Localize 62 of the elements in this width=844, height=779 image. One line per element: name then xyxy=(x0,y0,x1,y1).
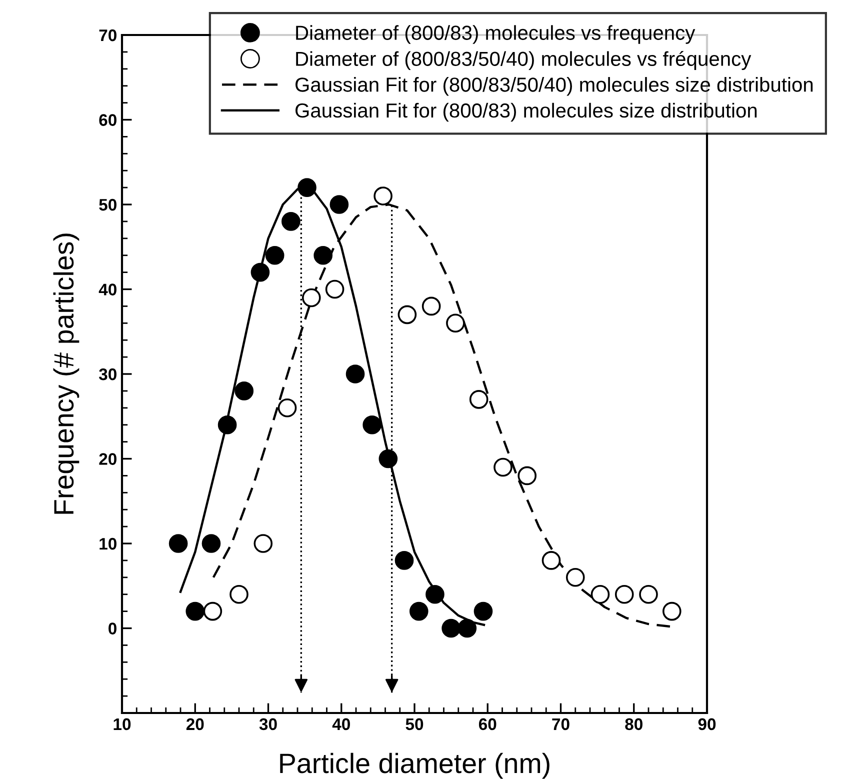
x-tick-label: 40 xyxy=(332,718,350,730)
x-tick-label: 60 xyxy=(478,718,496,730)
y-axis-title: Frequency (# particles) xyxy=(53,234,80,514)
point xyxy=(346,364,365,384)
point xyxy=(265,246,284,265)
y-tick-label: 30 xyxy=(98,368,116,380)
point xyxy=(202,534,221,553)
x-tick-label: 10 xyxy=(114,718,131,730)
x-tick-label: 50 xyxy=(406,718,424,730)
point xyxy=(474,602,493,621)
point xyxy=(614,584,634,604)
point xyxy=(362,415,382,434)
point xyxy=(278,398,297,418)
point xyxy=(374,186,392,206)
point xyxy=(426,584,444,604)
point xyxy=(230,584,248,604)
point xyxy=(298,178,316,197)
point xyxy=(409,602,428,621)
point xyxy=(398,305,417,324)
y-tick-label: 10 xyxy=(100,538,116,550)
point xyxy=(458,618,477,638)
point xyxy=(254,534,273,553)
x-tick-label: 70 xyxy=(552,718,570,730)
point xyxy=(314,246,333,265)
y-tick-label: 70 xyxy=(99,29,116,42)
legend-label: Gaussian Fit for (800/83) molecules size distribution xyxy=(296,102,757,122)
point xyxy=(330,195,349,214)
x-tick-label: 80 xyxy=(625,718,642,730)
point xyxy=(378,449,398,468)
point xyxy=(302,288,321,308)
point xyxy=(566,568,585,587)
point xyxy=(518,466,537,486)
point xyxy=(422,296,441,316)
y-tick-label: 60 xyxy=(99,114,116,126)
x-tick-label: 20 xyxy=(186,718,204,730)
y-tick-label: 20 xyxy=(99,453,116,465)
point xyxy=(282,212,300,231)
legend-label: Diameter of (800/83) molecules vs frequency xyxy=(296,25,696,44)
y-tick-label: 50 xyxy=(99,198,116,211)
point xyxy=(442,618,460,638)
x-tick-label: 90 xyxy=(698,718,716,730)
y-tick-label: 0 xyxy=(108,622,116,634)
point xyxy=(218,415,237,434)
point xyxy=(168,534,188,553)
y-tick-label: 40 xyxy=(98,284,116,296)
point xyxy=(542,551,561,570)
point xyxy=(250,262,270,282)
point xyxy=(469,390,488,409)
point xyxy=(203,602,222,621)
point xyxy=(446,314,465,333)
point xyxy=(662,602,682,621)
x-tick-label: 30 xyxy=(259,718,277,730)
point xyxy=(234,382,254,400)
point xyxy=(325,280,344,299)
point xyxy=(394,551,414,570)
legend-label: Diameter of (800/83/50/40) molecules vs fréquency xyxy=(296,50,752,70)
x-axis-title: Particle diameter (nm) xyxy=(280,752,550,779)
point xyxy=(639,584,658,604)
point xyxy=(494,458,512,477)
point xyxy=(186,602,205,621)
legend-label: Gaussian Fit for (800/83/50/40) molecules size distribution xyxy=(296,77,813,96)
point xyxy=(590,584,610,604)
